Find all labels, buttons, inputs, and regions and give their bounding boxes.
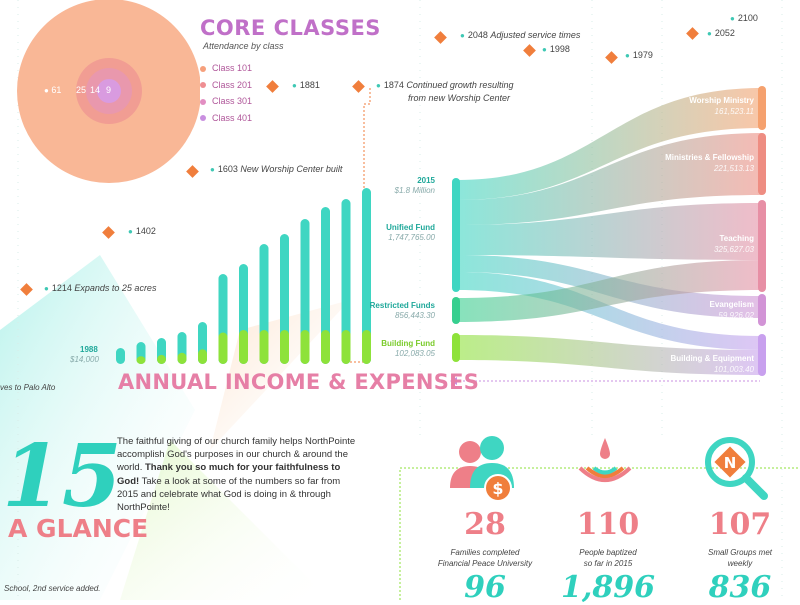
income-building-fund: Building Fund 102,083.05 (381, 339, 435, 358)
expense-worship-ministry: Worship Ministry 161,523.11 (689, 96, 754, 116)
people-dollar-icon: $ (450, 436, 514, 502)
expense-ministries-fellowship: Ministries & Fellowship 221,513.13 (665, 153, 754, 173)
svg-text:$: $ (492, 479, 503, 498)
person-icon: ● (376, 81, 381, 90)
milestone-1881: ● 1881 (292, 80, 320, 90)
stat-groups-label: Small Groups met weekly (707, 548, 773, 568)
attendance-bar (300, 219, 310, 364)
income-restricted-funds: Restricted Funds 856,443.30 (369, 301, 435, 320)
glance-title: A GLANCE (8, 514, 149, 543)
core-classes-circles (17, 0, 200, 183)
attendance-bar-base (177, 352, 187, 364)
ring-label-301: 14 (90, 85, 101, 95)
milestone-1998: ● 1998 (542, 44, 570, 54)
attendance-bar-base (198, 349, 207, 364)
expense-building-equipment: Building & Equipment 101,003.40 (670, 354, 754, 374)
legend-dot-icon (200, 115, 206, 122)
attendance-bar-base (280, 330, 289, 364)
legend-item: Class 101 (200, 60, 252, 77)
milestone-1214: ● 1214 Expands to 25 acres (44, 283, 157, 293)
attendance-bar (116, 348, 125, 364)
person-icon: ● (625, 51, 630, 60)
bottom-note: School, 2nd service added. (4, 584, 101, 593)
attendance-bar (321, 207, 330, 364)
core-classes-subtitle: Attendance by class (203, 41, 284, 51)
milestone-1874-note: from new Worship Center (408, 93, 511, 103)
attendance-bar-base (300, 330, 310, 364)
legend-dot-icon (200, 82, 206, 89)
start-amount: $14,000 (70, 355, 99, 364)
magnifier-n-icon: N (705, 437, 768, 500)
expense-teaching: Teaching 325,627.03 (713, 234, 754, 254)
person-icon: ● (210, 165, 215, 174)
attendance-bar-base (218, 332, 228, 364)
class-legend: Class 101 Class 201 Class 301 Class 401 (200, 60, 252, 126)
year-15: 15 (2, 426, 122, 527)
person-icon: ● (128, 227, 133, 236)
palo-alto-note: ves to Palo Alto (0, 383, 56, 392)
person-icon: ● (542, 45, 547, 54)
legend-dot-icon (200, 98, 206, 105)
attendance-bar-base (239, 330, 248, 364)
milestone-1402: ● 1402 (128, 226, 156, 236)
expense-evangelism: Evangelism 59,926.02 (709, 300, 754, 320)
person-icon: ● (292, 81, 297, 90)
attendance-bar (341, 199, 351, 364)
attendance-bar-base (136, 356, 146, 364)
milestone-2048: ● 2048 Adjusted service times (460, 30, 581, 40)
legend-item: Class 201 (200, 77, 252, 94)
income-total: 2015 $1.8 Million (394, 176, 435, 195)
stat-baptized-second: 1,896 (561, 570, 655, 605)
ring-label-401: 9 (106, 85, 112, 95)
person-icon: ● (44, 284, 49, 293)
income-unified-fund: Unified Fund 1,747,765.00 (386, 223, 435, 242)
glance-paragraph: The faithful giving of our church family… (117, 436, 356, 514)
class-401-ring (97, 79, 121, 103)
stat-baptized-number: 110 (576, 507, 640, 542)
water-drop-icon (578, 438, 632, 482)
attendance-bar-base (362, 330, 371, 364)
attendance-bar-base (341, 330, 351, 364)
stat-families-second: 96 (464, 570, 506, 605)
ring-label-101: ● 61 (44, 85, 62, 95)
attendance-bar-base (157, 354, 166, 364)
attendance-bar-base (321, 330, 330, 364)
legend-item: Class 301 (200, 93, 252, 110)
milestone-1874: ● 1874 Continued growth resulting (376, 80, 514, 90)
legend-dot-icon (200, 65, 206, 72)
person-icon: ● (460, 31, 465, 40)
start-year: 1988 (80, 345, 98, 354)
stat-families-label: Families completed Financial Peace Univer… (437, 548, 533, 568)
core-classes-title: CORE CLASSES (200, 16, 381, 40)
milestone-2052: ● 2052 (707, 28, 735, 38)
stat-groups-number: 107 (708, 507, 772, 542)
attendance-bar-base (259, 330, 269, 364)
milestone-2100: ● 2100 (730, 13, 758, 23)
ring-label-201: 25 (76, 85, 87, 95)
stat-baptized-label: People baptized so far in 2015 (579, 548, 637, 568)
legend-item: Class 401 (200, 110, 252, 127)
person-icon: ● (707, 29, 712, 38)
milestone-1979: ● 1979 (625, 50, 653, 60)
annual-income-title: ANNUAL INCOME & EXPENSES (118, 370, 480, 394)
person-icon: ● (730, 14, 735, 23)
stat-groups-second: 836 (708, 570, 772, 605)
svg-text:N: N (724, 454, 737, 472)
stat-families-number: 28 (464, 507, 506, 542)
attendance-bar (362, 188, 371, 364)
milestone-1603: ● 1603 New Worship Center built (210, 164, 343, 174)
